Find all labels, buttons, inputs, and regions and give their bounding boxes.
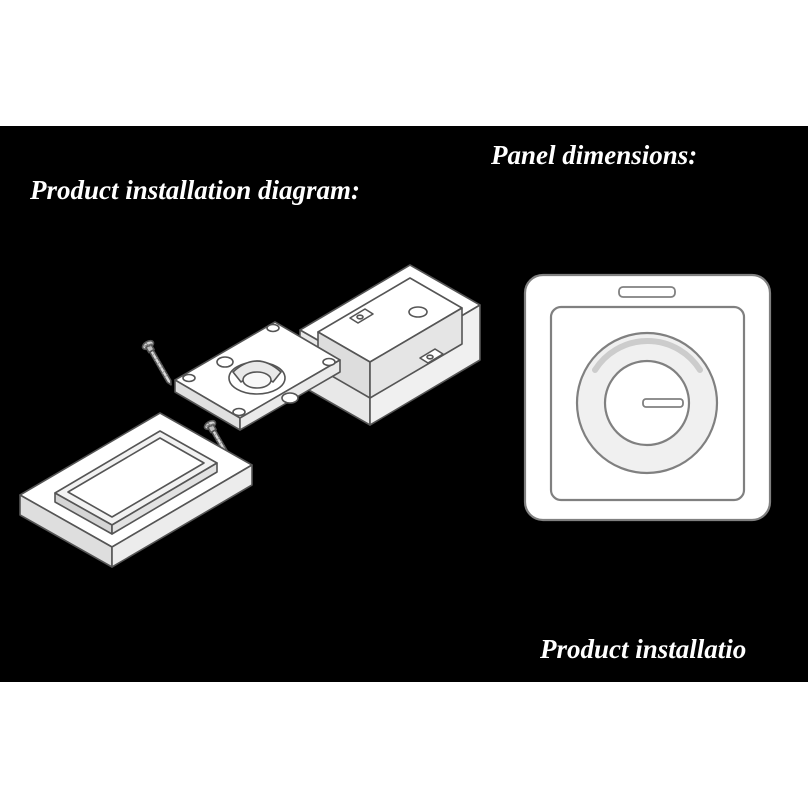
screw-1 [141, 339, 176, 388]
heading-bottom-cut: Product installatio [540, 634, 746, 665]
panel-body [525, 275, 770, 520]
back-box [300, 265, 480, 425]
canvas: Product installation diagram: Panel dime… [0, 0, 808, 808]
exploded-diagram [0, 180, 490, 640]
width-label: 87mm [615, 192, 679, 218]
front-panel-diagram: 87mm 87mm [480, 175, 808, 575]
height-label: 87mm [785, 365, 808, 429]
heading-panel-dimensions: Panel dimensions: [491, 140, 697, 171]
